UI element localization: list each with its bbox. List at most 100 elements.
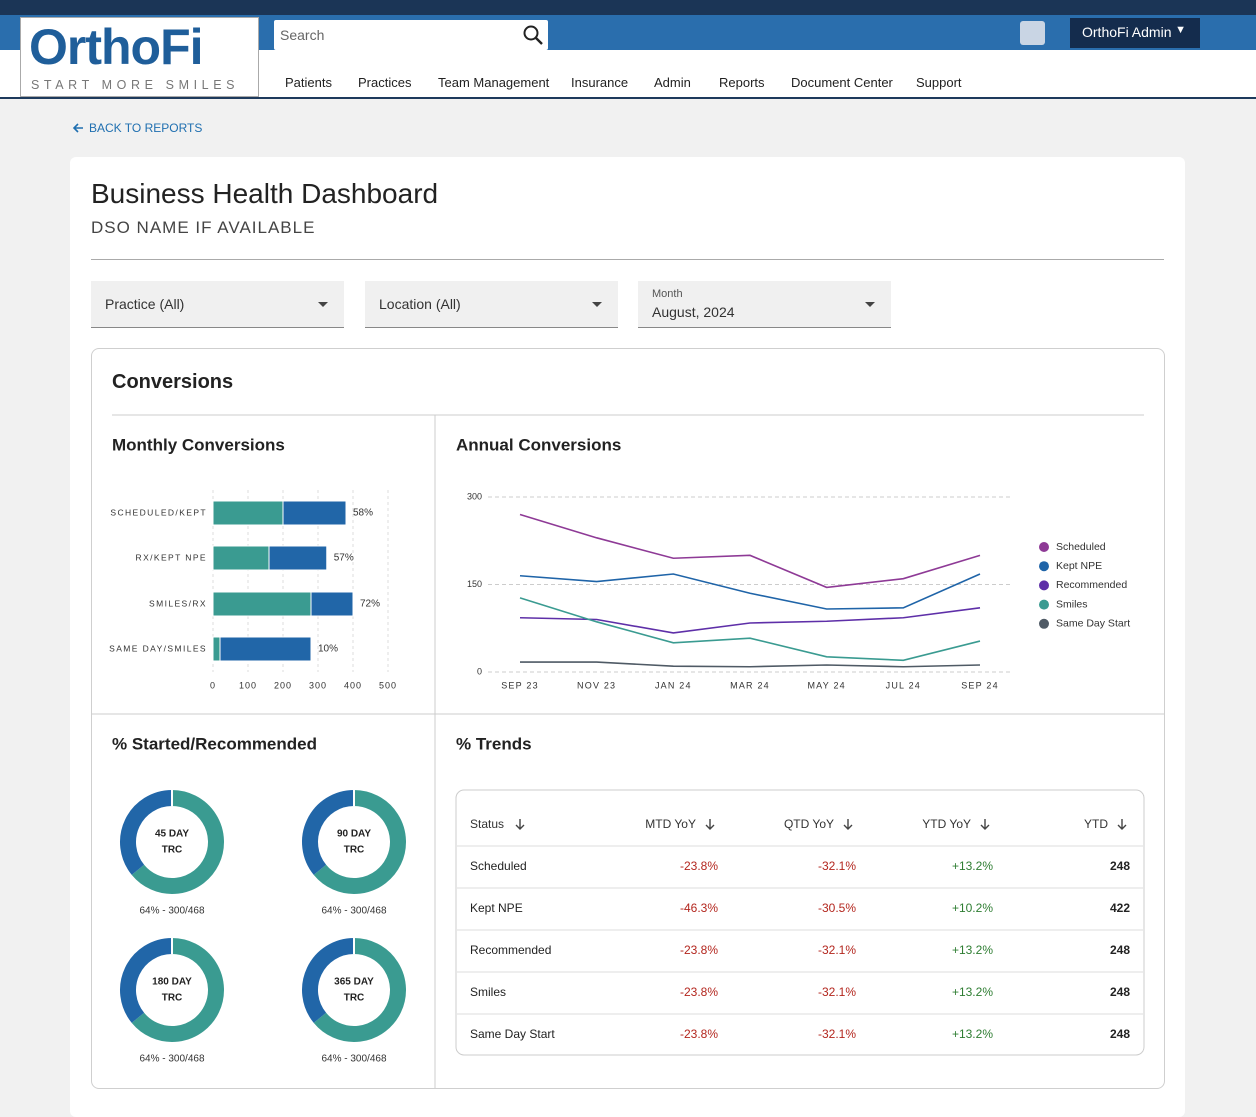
filter-value: Practice (All) — [105, 296, 185, 312]
x-tick-label: 200 — [274, 680, 292, 690]
legend-label: Scheduled — [1056, 541, 1106, 553]
y-tick-label: SAME DAY/SMILES — [109, 643, 207, 653]
line — [519, 597, 981, 662]
x-tick-label: NOV 23 — [577, 680, 616, 690]
table-cell: -23.8% — [680, 943, 718, 957]
bar-segment — [219, 636, 312, 662]
chart-title: Monthly Conversions — [112, 435, 285, 454]
user-name: OrthoFi Admin — [1082, 24, 1172, 40]
search-box[interactable]: Search — [274, 20, 548, 50]
search-icon[interactable] — [522, 24, 544, 46]
column-header: YTD YoY — [922, 817, 971, 831]
bar-segment — [310, 591, 354, 617]
table-cell: +13.2% — [952, 985, 993, 999]
x-tick-label: JUL 24 — [886, 680, 921, 690]
back-link[interactable]: BACK TO REPORTS — [72, 121, 202, 135]
nav-item[interactable]: Practices — [358, 75, 412, 90]
donut-label: TRC — [162, 993, 183, 1004]
bar-segment — [268, 545, 328, 571]
filter[interactable]: Month August, 2024 — [638, 281, 891, 328]
x-tick-label: JAN 24 — [655, 680, 692, 690]
bar-segment — [212, 500, 284, 526]
nav-item[interactable]: Document Center — [791, 75, 893, 90]
top-strip — [0, 0, 1256, 15]
sort-icon — [843, 819, 853, 830]
column-header: Status — [470, 817, 504, 831]
donut-label: TRC — [162, 845, 183, 856]
donut-segment — [302, 790, 355, 875]
bar-segment — [212, 636, 221, 662]
translate-icon[interactable] — [1020, 21, 1045, 45]
user-caret: ▼ — [1175, 24, 1186, 36]
filter-value: August, 2024 — [652, 304, 735, 320]
back-arrow — [72, 123, 83, 133]
table-cell: Kept NPE — [470, 901, 523, 915]
table-cell: 248 — [1110, 985, 1130, 999]
bar-segment — [212, 545, 270, 571]
nav-item[interactable]: Team Management — [438, 75, 550, 90]
donut-label: 45 DAY — [155, 829, 189, 840]
y-tick-label: 300 — [467, 491, 482, 501]
donut-label: 90 DAY — [337, 829, 371, 840]
legend-swatch — [1039, 542, 1049, 552]
table-cell: 248 — [1110, 943, 1130, 957]
table-cell: -46.3% — [680, 901, 718, 915]
divider — [91, 259, 1164, 260]
filter[interactable]: Location (All) — [365, 281, 618, 328]
table-cell: -30.5% — [818, 901, 856, 915]
back-text: BACK TO REPORTS — [89, 121, 203, 135]
logo-box[interactable]: OrthoFi START MORE SMILES — [20, 17, 259, 97]
legend-swatch — [1039, 599, 1049, 610]
x-tick-label: 300 — [309, 680, 327, 690]
legend-label: Kept NPE — [1056, 560, 1102, 572]
x-tick-label: 500 — [379, 680, 397, 690]
filter-value: Location (All) — [379, 296, 461, 312]
logo: OrthoFi — [29, 19, 204, 75]
donut-label: 365 DAY — [334, 977, 374, 988]
donut-segment — [313, 938, 406, 1042]
donut-caption: 64% - 300/468 — [139, 906, 204, 917]
table-cell: -32.1% — [818, 1027, 856, 1041]
table-cell: -32.1% — [818, 985, 856, 999]
x-tick-label: MAY 24 — [807, 680, 845, 690]
y-tick-label: 0 — [477, 666, 482, 676]
sort-icon — [1117, 819, 1127, 830]
donut-label: TRC — [344, 993, 365, 1004]
table-cell: +10.2% — [952, 901, 993, 915]
donut-caption: 64% - 300/468 — [321, 1054, 386, 1065]
tagline: START MORE SMILES — [31, 78, 240, 92]
donut-label: 180 DAY — [152, 977, 192, 988]
column-header: YTD — [1084, 817, 1108, 831]
table-cell: +13.2% — [952, 1027, 993, 1041]
nav-item[interactable]: Patients — [285, 75, 332, 90]
line — [520, 661, 981, 668]
y-tick-label: SMILES/RX — [149, 598, 207, 608]
column-header: MTD YoY — [645, 817, 696, 831]
page-title: Business Health Dashboard — [91, 178, 439, 209]
nav-item[interactable]: Support — [916, 75, 962, 90]
table-cell: 248 — [1110, 859, 1130, 873]
donut-caption: 64% - 300/468 — [321, 906, 386, 917]
legend-swatch — [1039, 561, 1049, 572]
nav-item[interactable]: Admin — [654, 75, 691, 90]
search-placeholder: Search — [280, 27, 325, 43]
sort-icon — [705, 819, 715, 830]
chart-title: % Started/Recommended — [112, 734, 317, 753]
x-tick-label: SEP 23 — [501, 680, 539, 690]
table-cell: +13.2% — [952, 943, 993, 957]
filter[interactable]: Practice (All) — [91, 281, 344, 328]
donut-segment — [302, 938, 355, 1023]
nav-item[interactable]: Reports — [719, 75, 765, 90]
table-cell: 422 — [1110, 901, 1130, 915]
conversions-box — [91, 348, 1165, 1089]
user-menu[interactable]: OrthoFi Admin ▼ — [1070, 18, 1200, 48]
legend-label: Same Day Start — [1056, 618, 1130, 630]
bar-label: 58% — [353, 508, 373, 519]
table-cell: -23.8% — [680, 1027, 718, 1041]
table-cell: Scheduled — [470, 859, 527, 873]
nav-item[interactable]: Insurance — [571, 75, 629, 90]
table-cell: 248 — [1110, 1027, 1130, 1041]
y-tick-label: 150 — [467, 579, 482, 589]
y-tick-label: RX/KEPT NPE — [136, 552, 207, 562]
